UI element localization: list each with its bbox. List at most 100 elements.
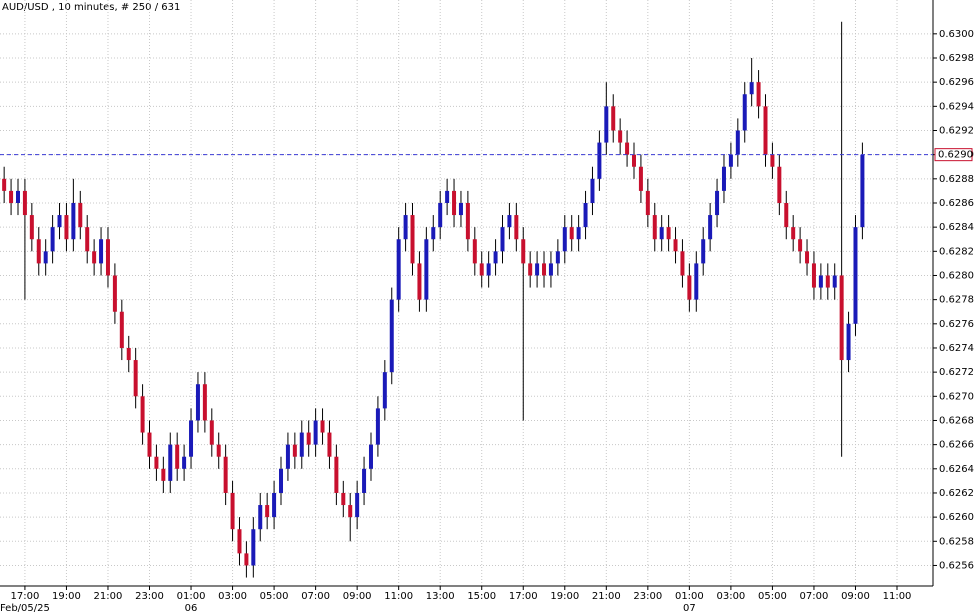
candle-body xyxy=(195,384,200,421)
candle-body xyxy=(569,227,574,240)
x-tick-label: 09:00 xyxy=(841,591,870,602)
candle-body xyxy=(175,444,180,469)
candle-body xyxy=(680,251,685,276)
candle-body xyxy=(445,190,450,203)
candle-body xyxy=(92,251,97,264)
candle-body xyxy=(223,456,228,493)
candle-body xyxy=(161,468,166,481)
y-tick-label: 0.6264 xyxy=(939,464,974,475)
candle-body xyxy=(272,492,277,518)
candle-body xyxy=(2,178,7,191)
x-tick-label: 07:00 xyxy=(800,591,829,602)
last-price-label: 0.6290 xyxy=(938,150,973,161)
x-tick-label: 21:00 xyxy=(592,591,621,602)
y-tick-label: 0.6292 xyxy=(939,125,974,136)
candle-body xyxy=(597,142,602,179)
candle-body xyxy=(251,529,256,566)
candle-body xyxy=(410,215,415,264)
candle-body xyxy=(85,227,90,252)
candle-body xyxy=(825,275,830,288)
candle-body xyxy=(666,227,671,240)
candle-body xyxy=(15,190,20,203)
candle-body xyxy=(507,215,512,228)
candle-body xyxy=(355,492,360,518)
candle-body xyxy=(486,263,491,276)
candle-body xyxy=(279,468,284,493)
candle-body xyxy=(542,263,547,276)
date-label: 07 xyxy=(683,603,696,614)
candle-body xyxy=(362,468,367,493)
x-tick-label: 15:00 xyxy=(467,591,496,602)
candle-body xyxy=(396,239,401,300)
y-tick-label: 0.6282 xyxy=(939,246,974,257)
y-tick-label: 0.6278 xyxy=(939,295,974,306)
candle-body xyxy=(431,227,436,240)
x-tick-label: 01:00 xyxy=(177,591,206,602)
candle-body xyxy=(735,130,740,155)
candle-body xyxy=(770,154,775,167)
candle-body xyxy=(168,444,173,481)
candle-body xyxy=(701,239,706,264)
candle-body xyxy=(189,420,194,457)
candle-body xyxy=(182,456,187,469)
candle-body xyxy=(424,239,429,300)
x-tick-label: 23:00 xyxy=(135,591,164,602)
candle-body xyxy=(715,190,720,216)
candle-body xyxy=(687,275,692,300)
candle-body xyxy=(562,227,567,252)
y-tick-label: 0.6276 xyxy=(939,319,974,330)
candle-body xyxy=(57,215,62,228)
candle-body xyxy=(327,432,332,457)
candle-body xyxy=(860,154,865,228)
candle-body xyxy=(112,275,117,312)
y-tick-label: 0.6300 xyxy=(939,29,974,40)
x-tick-label: 19:00 xyxy=(52,591,81,602)
candle-body xyxy=(535,263,540,276)
candle-body xyxy=(209,420,214,445)
x-tick-label: 23:00 xyxy=(633,591,662,602)
x-tick-label: 19:00 xyxy=(550,591,579,602)
candle-body xyxy=(368,444,373,469)
y-tick-label: 0.6272 xyxy=(939,367,974,378)
candle-body xyxy=(299,432,304,457)
candle-body xyxy=(493,251,498,264)
candle-body xyxy=(202,384,207,421)
candle-body xyxy=(265,505,270,518)
y-tick-label: 0.6256 xyxy=(939,560,974,571)
candle-body xyxy=(341,492,346,506)
candle-body xyxy=(659,227,664,240)
date-label: Feb/05/25 xyxy=(0,603,50,614)
candle-body xyxy=(694,263,699,300)
y-tick-label: 0.6280 xyxy=(939,270,974,281)
candle-body xyxy=(673,239,678,252)
x-tick-label: 11:00 xyxy=(384,591,413,602)
x-tick-label: 21:00 xyxy=(94,591,123,602)
candle-body xyxy=(306,432,311,445)
candle-body xyxy=(638,166,643,191)
y-tick-label: 0.6262 xyxy=(939,488,974,499)
candle-body xyxy=(853,227,858,324)
candle-body xyxy=(99,239,104,264)
candle-body xyxy=(382,372,387,409)
y-tick-label: 0.6284 xyxy=(939,222,974,233)
x-tick-label: 07:00 xyxy=(301,591,330,602)
candle-body xyxy=(71,202,76,240)
y-tick-label: 0.6286 xyxy=(939,198,974,209)
x-tick-label: 01:00 xyxy=(675,591,704,602)
candle-body xyxy=(9,190,14,203)
candle-body xyxy=(500,227,505,252)
candle-body xyxy=(846,323,851,361)
candle-body xyxy=(652,215,657,240)
candle-body xyxy=(50,227,55,252)
candle-body xyxy=(742,94,747,131)
x-tick-label: 03:00 xyxy=(218,591,247,602)
candle-body xyxy=(133,360,138,397)
candle-body xyxy=(140,396,145,433)
candle-body xyxy=(105,239,110,276)
candle-body xyxy=(514,215,519,240)
candle-body xyxy=(611,106,616,131)
y-tick-label: 0.6274 xyxy=(939,343,974,354)
